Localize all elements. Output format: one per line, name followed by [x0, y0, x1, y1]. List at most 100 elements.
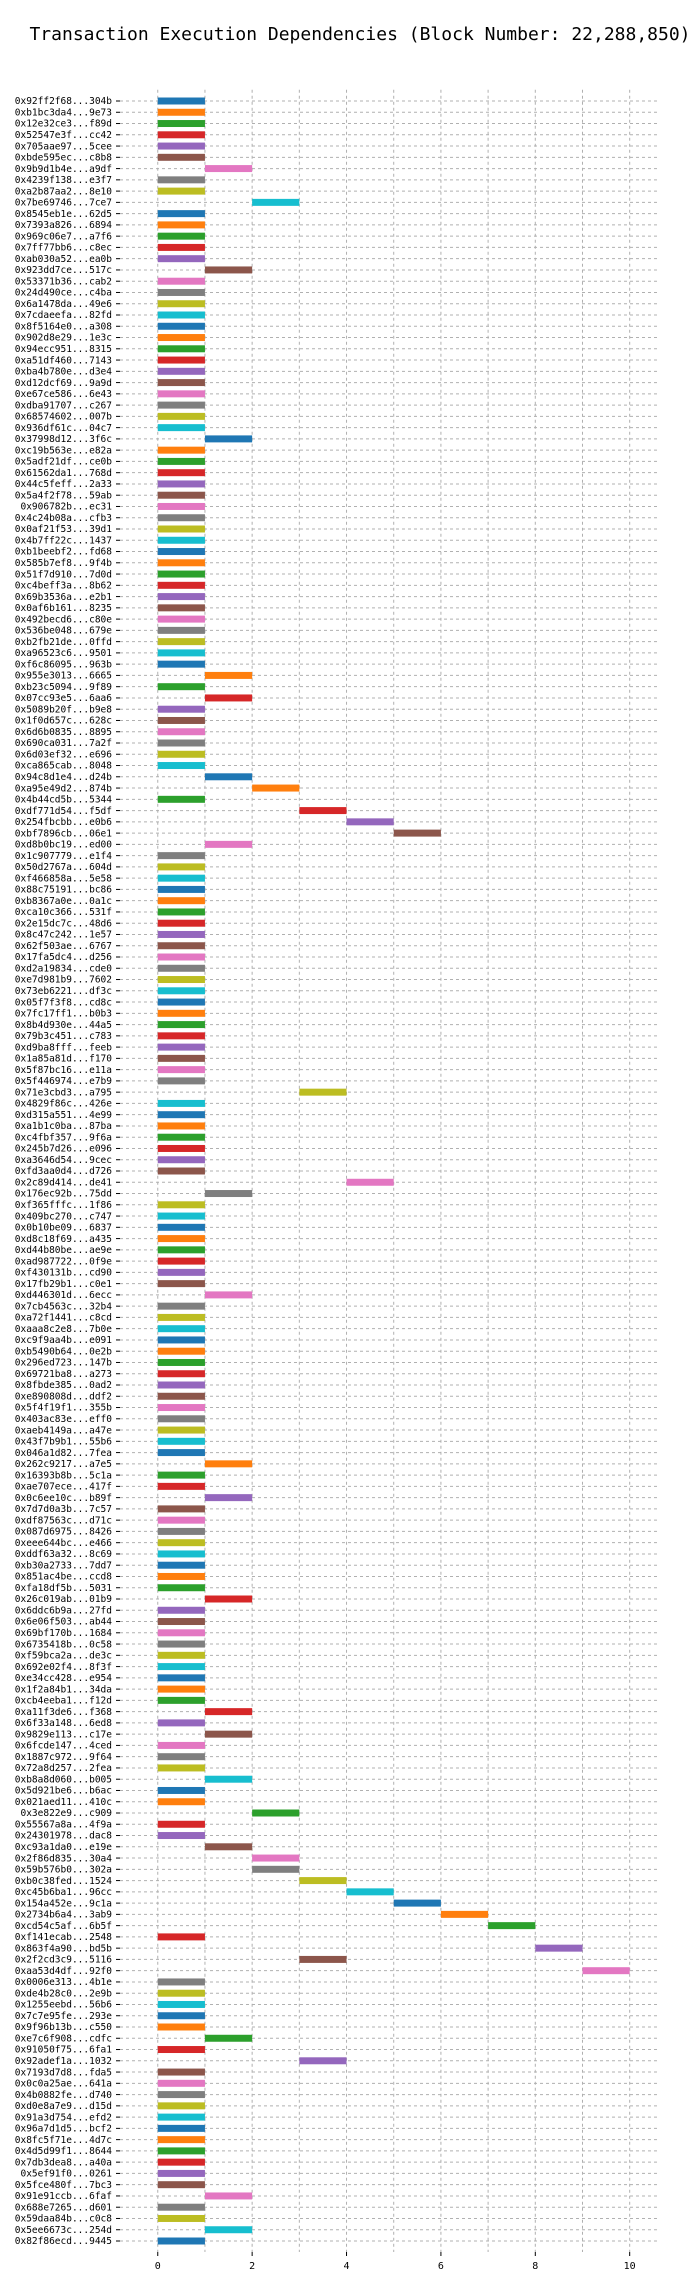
bars	[157, 97, 630, 2245]
transaction-bar	[157, 2023, 205, 2031]
transaction-bar	[157, 97, 205, 105]
transaction-bar	[157, 1223, 205, 1231]
y-tick-label: 0xdba91707...c267	[15, 400, 112, 411]
y-tick-label: 0x94c8d1e4...d24b	[15, 772, 113, 783]
y-tick-label: 0x4d5d99f1...8644	[15, 2146, 113, 2157]
y-tick-label: 0x863f4a90...bd5b	[15, 1943, 113, 1954]
transaction-bar	[157, 2046, 205, 2054]
y-tick-label: 0x5a4f2f78...59ab	[15, 490, 113, 501]
y-tick-label: 0x6a1478da...49e6	[15, 299, 113, 310]
y-tick-label: 0x79b3c451...c783	[15, 1031, 112, 1042]
y-tick-label: 0xb2fb21de...0ffd	[15, 637, 112, 648]
y-tick-label: 0x55567a8a...4f9a	[15, 1819, 112, 1830]
transaction-bar	[346, 1888, 394, 1896]
y-tick-label: 0x9829e113...c17e	[15, 1729, 113, 1740]
y-tick-label: 0x7cdaeefa...82fd	[15, 310, 112, 321]
transaction-bar	[157, 638, 205, 646]
transaction-bar	[157, 660, 205, 668]
y-tick-label: 0xb0c38fed...1524	[15, 1876, 113, 1887]
transaction-bar	[157, 1054, 205, 1062]
y-tick-label: 0x69b3536a...e2b1	[15, 592, 113, 603]
y-tick-label: 0x969c06e7...a7f6	[15, 231, 113, 242]
y-tick-label: 0xf59bca2a...de3c	[15, 1651, 112, 1662]
y-tick-label: 0xf430131b...cd90	[15, 1268, 113, 1279]
transaction-bar	[157, 2158, 205, 2166]
y-tick-label: 0xdf87563c...d71c	[15, 1515, 112, 1526]
transaction-bar	[157, 683, 205, 691]
transaction-bar	[157, 1561, 205, 1569]
y-tick-label: 0x2f2cd3c9...5116	[15, 1955, 113, 1966]
transaction-bar	[157, 1122, 205, 1130]
y-tick-label: 0xe7c6f908...cdfc	[15, 2033, 112, 2044]
transaction-bar	[157, 570, 205, 578]
y-tick-label: 0x6fcde147...4ced	[15, 1741, 112, 1752]
y-tick-label: 0xf365fffc...1f86	[15, 1200, 113, 1211]
y-tick-label: 0xa11f3de6...f368	[15, 1707, 113, 1718]
y-tick-label: 0xfa18df5b...5031	[15, 1583, 113, 1594]
y-tick-label: 0x690ca031...7a2f	[15, 738, 112, 749]
y-tick-label: 0x8fc5f71e...4d7c	[15, 2135, 112, 2146]
transaction-bar	[346, 1178, 394, 1186]
y-tick-label: 0x906782b...ec31	[20, 502, 112, 513]
y-tick-label: 0xaeb4149a...a47e	[15, 1425, 113, 1436]
transaction-bar	[157, 1009, 205, 1017]
transaction-bar	[157, 457, 205, 465]
transaction-bar	[157, 1415, 205, 1423]
y-tick-label: 0xb30a2733...7dd7	[15, 1560, 112, 1571]
transaction-bar	[157, 964, 205, 972]
y-tick-label: 0x17fa5dc4...d256	[15, 952, 113, 963]
transaction-bar	[157, 1584, 205, 1592]
transaction-bar	[204, 266, 253, 274]
y-tick-label: 0x021aed11...410c	[15, 1797, 112, 1808]
y-tick-label: 0x0af6b161...8235	[15, 603, 112, 614]
transaction-bar	[157, 176, 205, 184]
transaction-bar	[157, 1449, 205, 1457]
transaction-bar	[157, 108, 205, 116]
transaction-bar	[204, 1190, 253, 1198]
y-tick-label: 0x046a1d82...7fea	[15, 1448, 112, 1459]
y-tick-label: 0x492becd6...c80e	[15, 614, 113, 625]
y-tick-label: 0x262c9217...a7e5	[15, 1459, 112, 1470]
transaction-bar	[157, 469, 205, 477]
transaction-bar	[157, 2124, 205, 2132]
transaction-bar	[204, 1730, 253, 1738]
transaction-bar	[157, 2147, 205, 2155]
y-tick-label: 0xd9ba8fff...feeb	[15, 1042, 113, 1053]
transaction-bar	[157, 221, 205, 229]
y-tick-label: 0x24d490ce...c4ba	[15, 288, 112, 299]
transaction-bar	[157, 1572, 205, 1580]
y-tick-label: 0xdf771d54...f5df	[15, 806, 112, 817]
y-tick-label: 0xae707ece...417f	[15, 1482, 112, 1493]
transaction-bar	[157, 1358, 205, 1366]
transaction-bar	[157, 1640, 205, 1648]
transaction-bar	[157, 1651, 205, 1659]
y-tick-label: 0xa2b87aa2...8e10	[15, 186, 113, 197]
y-tick-label: 0x91a3d754...efd2	[15, 2112, 112, 2123]
y-tick-label: 0x4c24b08a...cfb3	[15, 513, 112, 524]
y-tick-label: 0x0b10be09...6837	[15, 1223, 112, 1234]
y-tick-label: 0xca865cab...8048	[15, 761, 113, 772]
transaction-bar	[157, 210, 205, 218]
chart-title: Transaction Execution Dependencies (Bloc…	[29, 24, 690, 45]
transaction-bar	[157, 1201, 205, 1209]
y-tick-label: 0x92ff2f68...304b	[15, 96, 113, 107]
y-tick-label: 0x7db3dea8...a40a	[15, 2157, 112, 2168]
y-tick-label: 0x1a85a81d...f170	[15, 1054, 113, 1065]
y-tick-label: 0xc9f9aa4b...e091	[15, 1335, 113, 1346]
transaction-bar	[157, 2181, 205, 2189]
transaction-bar	[157, 953, 205, 961]
transaction-bar	[157, 604, 205, 612]
y-tick-label: 0x923dd7ce...517c	[15, 265, 112, 276]
transaction-bar	[204, 1494, 253, 1502]
transaction-bar	[157, 874, 205, 882]
y-tick-label: 0x92adef1a...1032	[15, 2056, 112, 2067]
transaction-bar	[157, 1370, 205, 1378]
y-tick-label: 0x254fbcbb...e0b6	[15, 817, 113, 828]
transaction-bar	[157, 728, 205, 736]
y-tick-label: 0x4239f138...e3f7	[15, 175, 112, 186]
y-tick-label: 0x688e7265...d601	[15, 2202, 113, 2213]
transaction-bar	[157, 649, 205, 657]
transaction-bar	[157, 1099, 205, 1107]
transaction-bar	[157, 255, 205, 263]
